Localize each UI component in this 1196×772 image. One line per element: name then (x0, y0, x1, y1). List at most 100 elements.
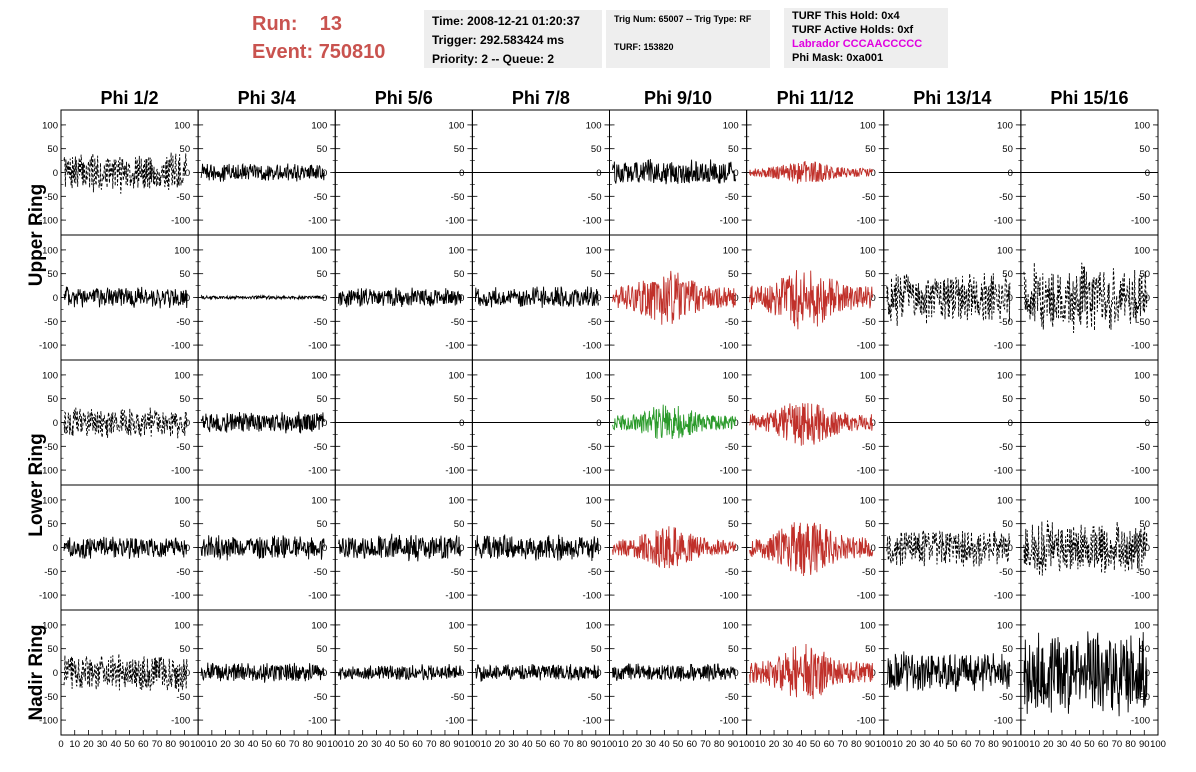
y-tick-label: -50 (44, 567, 58, 578)
y-tick-label: -50 (862, 442, 876, 453)
column-header: Phi 7/8 (512, 88, 570, 108)
y-tick-label: 0 (53, 168, 58, 179)
x-tick-label: 70 (426, 739, 437, 750)
x-tick-label: 100 (602, 739, 618, 750)
waveform-trace (886, 530, 1011, 567)
y-tick-label: 50 (47, 644, 58, 655)
y-tick-label: -100 (582, 716, 601, 727)
y-tick-label: 100 (860, 495, 876, 506)
y-tick-label: 100 (174, 370, 190, 381)
y-tick-label: -100 (171, 591, 190, 602)
y-tick-label: -50 (588, 192, 602, 203)
y-tick-label: -50 (1136, 567, 1150, 578)
y-tick-label: 50 (865, 644, 876, 655)
y-tick-label: -100 (308, 341, 327, 352)
waveform-trace (612, 663, 737, 682)
x-tick-label: 30 (645, 739, 656, 750)
y-tick-label: -100 (308, 716, 327, 727)
time-info-panel: Time: 2008-12-21 01:20:37 Trigger: 292.5… (424, 10, 602, 68)
y-tick-label: 50 (591, 269, 602, 280)
y-tick-label: -50 (725, 567, 739, 578)
y-tick-label: -50 (44, 192, 58, 203)
y-tick-label: -100 (445, 341, 464, 352)
y-tick-label: 100 (723, 120, 739, 131)
y-tick-label: -100 (39, 216, 58, 227)
turf-text: TURF: 153820 (614, 42, 674, 52)
x-tick-label: 20 (769, 739, 780, 750)
y-tick-label: -50 (588, 442, 602, 453)
x-tick-label: 70 (563, 739, 574, 750)
y-tick-label: 100 (723, 370, 739, 381)
x-tick-label: 40 (796, 739, 807, 750)
x-tick-label: 10 (69, 739, 80, 750)
y-tick-label: 50 (1002, 269, 1013, 280)
y-tick-label: 50 (180, 644, 191, 655)
y-tick-label: 0 (53, 668, 58, 679)
column-header: Phi 11/12 (777, 88, 854, 108)
y-tick-label: 0 (596, 418, 601, 429)
y-tick-label: -50 (44, 692, 58, 703)
x-tick-label: 90 (1002, 739, 1013, 750)
y-tick-label: -50 (588, 567, 602, 578)
x-tick-label: 50 (399, 739, 410, 750)
waveform-trace (749, 522, 874, 577)
waveform-trace (63, 152, 188, 194)
y-tick-label: 100 (860, 370, 876, 381)
y-tick-label: -50 (588, 317, 602, 328)
y-tick-label: 100 (997, 620, 1013, 631)
column-header: Phi 15/16 (1050, 88, 1128, 108)
y-tick-label: 100 (449, 620, 465, 631)
y-tick-label: 50 (865, 269, 876, 280)
x-tick-label: 10 (755, 739, 766, 750)
event-label: Event: (252, 41, 314, 63)
y-tick-label: -100 (39, 466, 58, 477)
y-tick-label: 0 (596, 168, 601, 179)
y-tick-label: 50 (591, 144, 602, 155)
x-tick-label: 90 (316, 739, 327, 750)
waveform-trace (612, 404, 737, 440)
y-tick-label: 100 (586, 120, 602, 131)
y-tick-label: 50 (47, 394, 58, 405)
y-tick-label: -100 (445, 216, 464, 227)
waveform-trace (200, 662, 325, 683)
y-tick-label: 0 (459, 168, 464, 179)
y-tick-label: -100 (1131, 216, 1150, 227)
y-tick-label: 50 (180, 269, 191, 280)
waveform-trace (337, 533, 462, 562)
x-tick-label: 30 (371, 739, 382, 750)
x-tick-label: 50 (124, 739, 135, 750)
y-tick-label: 50 (1139, 644, 1150, 655)
x-tick-label: 70 (837, 739, 848, 750)
y-tick-label: 50 (454, 519, 465, 530)
waveform-trace (749, 160, 874, 184)
y-tick-label: 50 (317, 519, 328, 530)
y-tick-label: 50 (728, 394, 739, 405)
y-tick-label: 100 (997, 245, 1013, 256)
waveform-trace (1023, 520, 1148, 576)
y-tick-label: 0 (1008, 418, 1013, 429)
y-tick-label: -50 (314, 567, 328, 578)
y-tick-label: 100 (1134, 620, 1150, 631)
y-tick-label: -100 (582, 466, 601, 477)
x-tick-label: 80 (851, 739, 862, 750)
x-tick-label: 20 (632, 739, 643, 750)
y-tick-label: 100 (311, 620, 327, 631)
ring-label: Nadir Ring (26, 624, 47, 720)
trigger-text: Trigger: 292.583424 ms (432, 33, 565, 47)
y-tick-label: 50 (1002, 394, 1013, 405)
x-tick-label: 30 (1057, 739, 1068, 750)
y-tick-label: 0 (185, 418, 190, 429)
y-tick-label: 50 (47, 269, 58, 280)
x-tick-label: 20 (906, 739, 917, 750)
waveform-trace (63, 407, 188, 439)
y-tick-label: -100 (857, 341, 876, 352)
trig-info-panel: Trig Num: 65007 -- Trig Type: RF TURF: 1… (606, 10, 770, 68)
x-tick-label: 0 (58, 739, 63, 750)
y-tick-label: -100 (171, 341, 190, 352)
y-tick-label: -50 (862, 567, 876, 578)
y-tick-label: -50 (999, 317, 1013, 328)
y-tick-label: 0 (733, 293, 738, 304)
x-tick-label: 60 (275, 739, 286, 750)
y-tick-label: -100 (720, 466, 739, 477)
y-tick-label: 100 (586, 620, 602, 631)
